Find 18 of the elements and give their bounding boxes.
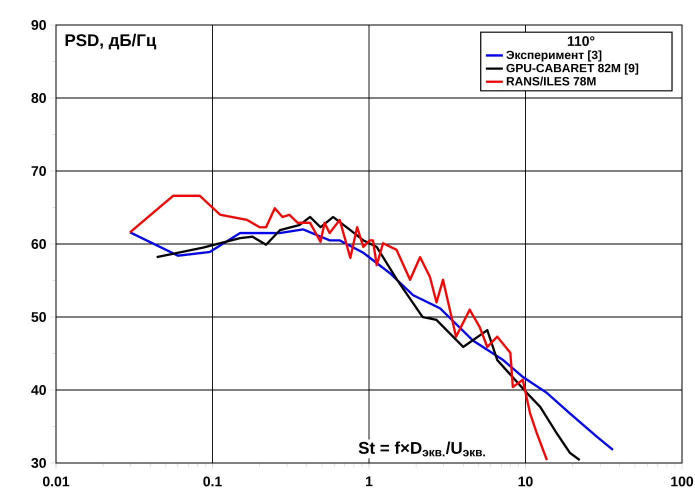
legend-label: Эксперимент [3] <box>506 50 602 62</box>
legend-title: 110° <box>568 36 594 46</box>
x-tick-label: 0.1 <box>203 476 222 486</box>
y-tick-label: 40 <box>31 385 46 395</box>
x-axis-title: St = f×D$_{экв.}$/U$_{экв.}$ <box>358 441 485 456</box>
y-tick-label: 90 <box>31 20 46 30</box>
y-tick-label: 70 <box>32 166 46 176</box>
y-axis-title: PSD, дБ/Гц <box>66 34 156 50</box>
x-tick-label: 1 <box>366 476 372 486</box>
y-tick-label: 30 <box>31 458 46 468</box>
legend-label: GPU-CABARET 82M [9] <box>506 64 638 75</box>
y-tick-label: 60 <box>32 239 46 249</box>
legend-label: RANS/ILES 78M <box>506 76 596 86</box>
x-tick-label: 0.01 <box>42 476 70 486</box>
y-tick-label: 80 <box>31 93 46 103</box>
x-tick-label: 10 <box>518 476 533 486</box>
y-tick-label: 50 <box>31 312 46 322</box>
x-tick-label: 100 <box>671 476 694 486</box>
